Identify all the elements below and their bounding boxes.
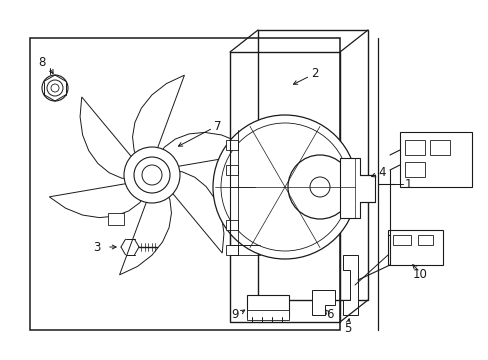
Text: 6: 6 [325, 309, 333, 321]
Circle shape [213, 115, 356, 259]
Polygon shape [132, 75, 184, 162]
Polygon shape [119, 188, 171, 275]
Bar [392, 235, 410, 245]
Bar [225, 140, 238, 150]
Bar [387, 230, 442, 265]
Bar [30, 38, 339, 330]
Bar [258, 30, 367, 300]
Circle shape [134, 157, 170, 193]
Circle shape [124, 147, 180, 203]
Text: 9: 9 [231, 309, 238, 321]
Text: 1: 1 [404, 177, 411, 190]
Circle shape [47, 80, 63, 96]
Polygon shape [342, 255, 357, 315]
Text: 8: 8 [38, 55, 45, 68]
Bar [417, 235, 432, 245]
Circle shape [287, 155, 351, 219]
Text: 10: 10 [412, 269, 427, 282]
Polygon shape [156, 132, 254, 168]
Text: 5: 5 [344, 321, 351, 334]
Circle shape [309, 177, 329, 197]
Polygon shape [339, 158, 374, 218]
Bar [225, 245, 238, 255]
Text: 3: 3 [93, 240, 101, 253]
Bar [246, 310, 288, 320]
Text: 4: 4 [378, 166, 385, 179]
Text: 2: 2 [311, 67, 318, 80]
Bar [225, 220, 238, 230]
Bar [404, 162, 424, 177]
Circle shape [142, 165, 162, 185]
Polygon shape [311, 290, 334, 315]
Text: 7: 7 [214, 120, 221, 132]
Bar [404, 140, 424, 155]
Bar [246, 295, 288, 317]
Bar [429, 140, 449, 155]
Polygon shape [49, 182, 147, 217]
Polygon shape [166, 170, 224, 253]
Bar [108, 213, 124, 225]
Polygon shape [80, 97, 137, 180]
Bar [399, 132, 471, 187]
Circle shape [42, 75, 68, 101]
Bar [229, 52, 339, 322]
Bar [225, 165, 238, 175]
